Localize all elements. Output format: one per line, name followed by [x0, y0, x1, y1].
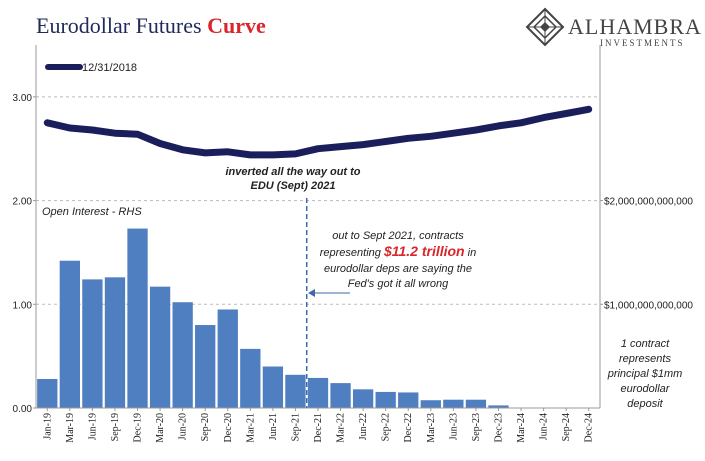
- note-arrow: [308, 289, 350, 297]
- curve-line: [43, 105, 593, 159]
- oi-bar-Sep-19: [104, 277, 126, 408]
- oi-bar-Dec-23: [488, 405, 509, 408]
- trillion-note-line1: out to Sept 2021, contracts: [332, 230, 464, 242]
- x-tick-label: Mar-22: [336, 413, 347, 443]
- logo-sub: INVESTMENTS: [600, 38, 685, 48]
- x-tick-label: Mar-19: [65, 413, 76, 443]
- trillion-highlight: $11.2 trillion: [383, 243, 465, 259]
- x-tick-label: Sep-20: [200, 413, 211, 441]
- oi-bar-Jun-23: [443, 399, 464, 408]
- x-tick-label: Jun-19: [87, 413, 98, 440]
- oi-bar-Sep-23: [465, 399, 487, 408]
- oi-bar-Jan-19: [37, 378, 58, 408]
- x-tick-label: Jun-21: [268, 413, 279, 440]
- contract-note: 1 contract represents principal $1mm eurodo…: [607, 338, 683, 410]
- curve-line-group: [43, 105, 593, 159]
- x-tick-label: Sep-19: [110, 413, 121, 441]
- oi-bar-Mar-19: [59, 260, 80, 408]
- x-tick-label: Dec-19: [133, 413, 144, 442]
- x-tick-label: Jun-23: [448, 413, 459, 440]
- oi-bar-Mar-20: [149, 286, 171, 408]
- alhambra-logo: ALHAMBRA INVESTMENTS: [525, 7, 702, 48]
- oi-bar-Sep-22: [375, 391, 396, 408]
- x-tick-label: Sep-21: [290, 413, 301, 441]
- oi-bar-Jun-22: [352, 389, 374, 408]
- x-tick-label: Mar-24: [516, 413, 527, 443]
- title-part2: Curve: [207, 13, 266, 38]
- oi-bar-Jun-21: [262, 366, 284, 408]
- right-tick-label: $2,000,000,000,000: [604, 197, 693, 208]
- x-tick-label: Sep-22: [381, 413, 392, 441]
- logo-icon: [525, 7, 565, 47]
- left-tick-label: 1.00: [13, 300, 33, 311]
- oi-bar-Mar-23: [420, 400, 441, 408]
- trillion-note-line3: eurodollar deps are saying the: [324, 263, 472, 275]
- oi-bar-Mar-21: [240, 348, 261, 408]
- trillion-note-line4: Fed's got it all wrong: [348, 278, 449, 290]
- oi-bars: [37, 228, 509, 408]
- contract-note-line: 1 contract: [621, 338, 670, 350]
- trillion-note-line2a: representing: [320, 247, 384, 259]
- contract-note-line: represents: [619, 353, 671, 365]
- oi-bar-Dec-19: [127, 228, 148, 408]
- contract-note-line: deposit: [627, 398, 663, 410]
- chart-title: Eurodollar Futures Curve: [36, 13, 266, 38]
- trillion-note: out to Sept 2021, contracts representing…: [320, 230, 477, 290]
- trillion-note-line2: representing $11.2 trillion in: [320, 243, 477, 259]
- oi-bar-Dec-20: [217, 309, 238, 408]
- title-part1: Eurodollar Futures: [36, 13, 207, 38]
- left-axis-ticks: 0.00 1.00 2.00 3.00: [13, 93, 36, 415]
- oi-bar-Dec-22: [398, 392, 419, 408]
- grid: [36, 96, 600, 305]
- x-tick-label: Mar-23: [426, 413, 437, 443]
- oi-bar-Jun-20: [172, 302, 193, 408]
- right-tick-label: $1,000,000,000,000: [604, 300, 693, 311]
- oi-bar-Jun-19: [82, 279, 103, 408]
- trillion-note-line2c: in: [465, 247, 477, 259]
- left-tick-label: 3.00: [13, 93, 33, 104]
- oi-bar-Dec-21: [307, 377, 329, 408]
- left-tick-label: 0.00: [13, 404, 33, 415]
- x-axis-ticks: Jan-19 Mar-19 Jun-19 Sep-19 Dec-19 Mar-20 Jun-…: [42, 408, 595, 443]
- x-tick-label: Mar-20: [155, 413, 166, 443]
- x-tick-label: Dec-24: [584, 413, 595, 442]
- right-axis-ticks: $1,000,000,000,000 $2,000,000,000,000: [600, 197, 693, 311]
- x-tick-label: Dec-21: [313, 413, 324, 442]
- oi-bar-Mar-22: [330, 383, 351, 408]
- x-tick-label: Mar-21: [245, 413, 256, 443]
- left-tick-label: 2.00: [13, 197, 33, 208]
- contract-note-line: principal $1mm: [607, 368, 683, 380]
- logo-name: ALHAMBRA: [568, 14, 702, 39]
- x-tick-label: Dec-23: [493, 413, 504, 442]
- x-tick-label: Jun-24: [539, 413, 550, 440]
- oi-bar-Sep-20: [195, 325, 216, 408]
- open-interest-label: Open Interest - RHS: [42, 206, 142, 218]
- x-tick-label: Jun-20: [178, 413, 189, 440]
- inverted-note-line1: inverted all the way out to: [225, 166, 360, 178]
- oi-bar-Sep-21: [285, 374, 306, 408]
- x-tick-label: Jan-19: [42, 413, 53, 440]
- legend: 12/31/2018: [45, 62, 137, 74]
- x-tick-label: Dec-20: [223, 413, 234, 442]
- x-tick-label: Sep-24: [561, 413, 572, 441]
- x-tick-label: Jun-22: [358, 413, 369, 440]
- legend-label: 12/31/2018: [82, 62, 137, 74]
- contract-note-line: eurodollar: [621, 383, 671, 395]
- x-tick-label: Dec-22: [403, 413, 414, 442]
- inverted-note-line2: EDU (Sept) 2021: [251, 180, 336, 192]
- x-tick-label: Sep-23: [471, 413, 482, 441]
